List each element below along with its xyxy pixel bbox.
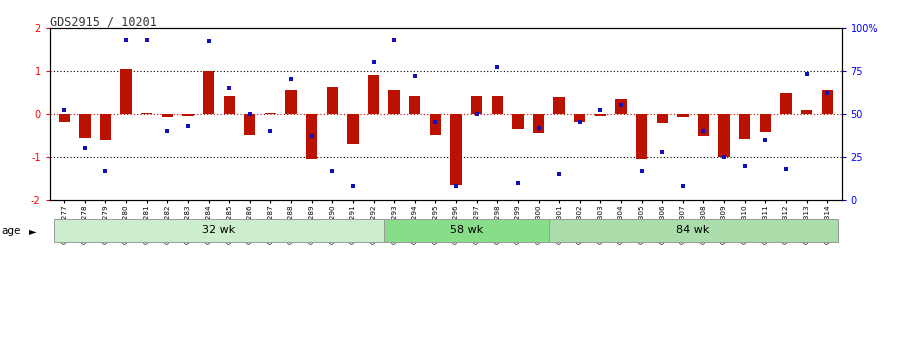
Bar [636,114,647,159]
Bar [367,75,379,114]
Bar [265,112,276,114]
Bar [388,90,400,114]
Bar [141,112,152,114]
Bar [182,114,194,116]
Bar [203,71,214,114]
Bar [471,96,482,114]
Bar [533,114,544,133]
Bar [595,114,606,116]
Text: 84 wk: 84 wk [676,225,710,235]
Bar [719,114,729,157]
Bar [677,114,689,117]
Bar [656,114,668,124]
Bar [162,114,173,117]
Bar [615,99,626,114]
Bar [348,114,358,144]
Bar [244,114,255,135]
Bar [554,98,565,114]
Bar [430,114,441,136]
Bar [548,219,837,242]
Bar [801,110,813,114]
Bar [100,114,111,140]
Bar [384,219,548,242]
Bar [327,87,338,114]
Bar [739,114,750,139]
Bar [120,69,132,114]
Bar [409,96,421,114]
Bar [491,96,503,114]
Bar [306,114,318,159]
Bar [512,114,524,129]
Bar [698,114,710,136]
Text: ►: ► [29,226,36,236]
Bar [54,219,384,242]
Text: 32 wk: 32 wk [202,225,235,235]
Text: GDS2915 / 10201: GDS2915 / 10201 [50,16,157,29]
Bar [574,114,586,122]
Bar [451,114,462,185]
Bar [79,114,91,138]
Text: age: age [2,226,21,236]
Bar [822,90,833,114]
Bar [59,114,70,122]
Bar [285,90,297,114]
Bar [759,114,771,132]
Bar [780,93,792,114]
Text: 58 wk: 58 wk [450,225,483,235]
Bar [224,96,235,114]
